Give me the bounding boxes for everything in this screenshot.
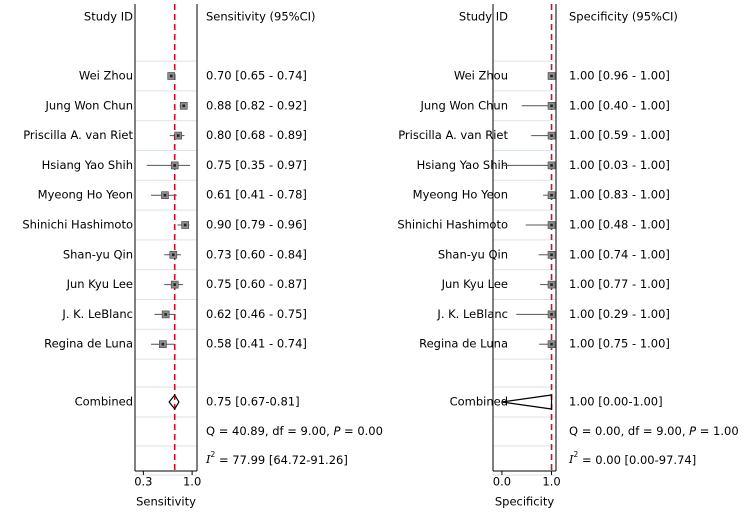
study-name: Hsiang Yao Shih [417, 158, 508, 172]
study-name: Jung Won Chun [420, 98, 509, 112]
study-estimate-center [550, 223, 553, 227]
study-estimate-center [550, 164, 553, 167]
study-id-header: Study ID [459, 10, 508, 24]
study-estimate-label: 0.90 [0.79 - 0.96] [206, 218, 307, 232]
study-name: Shan-yu Qin [438, 247, 508, 261]
study-estimate-center [550, 134, 553, 137]
study-estimate-label: 1.00 [0.03 - 1.00] [569, 158, 670, 172]
study-estimate-label: 1.00 [0.48 - 1.00] [569, 218, 670, 232]
study-name: J. K. LeBlanc [61, 307, 133, 321]
study-estimate-center [163, 193, 167, 197]
study-estimate-center [550, 74, 553, 78]
study-estimate-label: 1.00 [0.77 - 1.00] [569, 277, 670, 291]
forest-panel-specificity: Study ID Specificity (95%CI) Wei Zhou 1.00 … [397, 4, 739, 509]
study-estimate-label: 0.58 [0.41 - 0.74] [206, 337, 307, 351]
study-estimate-label: 0.88 [0.82 - 0.92] [206, 98, 307, 112]
estimate-header: Sensitivity (95%CI) [206, 10, 315, 24]
study-estimate-label: 0.61 [0.41 - 0.78] [206, 188, 307, 202]
heterogeneity-q-statistic: Q = 0.00, df = 9.00, P = 1.00 [569, 424, 739, 438]
combined-estimate-label: 0.75 [0.67-0.81] [206, 395, 300, 409]
study-estimate-label: 1.00 [0.96 - 1.00] [569, 69, 670, 83]
study-estimate-label: 1.00 [0.75 - 1.00] [569, 337, 670, 351]
study-name: Hsiang Yao Shih [42, 158, 133, 172]
study-estimate-center [550, 193, 553, 197]
x-tick-label: 0.0 [493, 475, 511, 489]
x-axis-label: Sensitivity [136, 495, 196, 509]
study-estimate-center [550, 253, 553, 257]
x-tick-label: 0.3 [134, 475, 152, 489]
study-name: Myeong Ho Yeon [413, 188, 508, 202]
study-estimate-label: 1.00 [0.29 - 1.00] [569, 307, 670, 321]
study-name: Wei Zhou [454, 69, 508, 83]
forest-panel-sensitivity: Study ID Sensitivity (95%CI) Wei Zhou 0.70 … [22, 4, 383, 509]
study-estimate-label: 1.00 [0.59 - 1.00] [569, 128, 670, 142]
study-estimate-label: 0.75 [0.60 - 0.87] [206, 277, 307, 291]
study-id-header: Study ID [84, 10, 133, 24]
study-estimate-label: 0.73 [0.60 - 0.84] [206, 247, 307, 261]
study-estimate-label: 1.00 [0.40 - 1.00] [569, 98, 670, 112]
study-name: Jun Kyu Lee [66, 277, 133, 291]
study-estimate-center [550, 313, 553, 316]
study-estimate-center [169, 74, 173, 78]
study-name: Shinichi Hashimoto [397, 218, 508, 232]
combined-diamond [168, 393, 180, 411]
heterogeneity-i2-statistic: I2 = 0.00 [0.00-97.74] [568, 450, 696, 467]
study-estimate-center [164, 313, 167, 316]
combined-label: Combined [75, 395, 133, 409]
study-name: J. K. LeBlanc [436, 307, 508, 321]
x-tick-label: 1.0 [542, 475, 560, 489]
combined-triangle [501, 394, 553, 410]
study-name: Wei Zhou [79, 69, 133, 83]
x-tick-label: 1.0 [183, 475, 201, 489]
study-estimate-center [176, 134, 180, 137]
study-name: Regina de Luna [419, 337, 508, 351]
study-estimate-label: 0.70 [0.65 - 0.74] [206, 69, 307, 83]
study-name: Myeong Ho Yeon [38, 188, 133, 202]
combined-label: Combined [450, 395, 508, 409]
study-estimate-center [172, 253, 175, 257]
study-estimate-label: 0.75 [0.35 - 0.97] [206, 158, 307, 172]
study-estimate-center [182, 104, 186, 108]
study-estimate-label: 1.00 [0.74 - 1.00] [569, 247, 670, 261]
study-estimate-center [550, 283, 553, 286]
study-name: Priscilla A. van Riet [398, 128, 508, 142]
study-estimate-center [173, 164, 177, 167]
study-estimate-label: 1.00 [0.83 - 1.00] [569, 188, 670, 202]
heterogeneity-i2-statistic: I2 = 77.99 [64.72-91.26] [205, 450, 348, 467]
study-name: Priscilla A. van Riet [23, 128, 133, 142]
study-name: Regina de Luna [44, 337, 133, 351]
study-estimate-center [173, 283, 177, 286]
estimate-header: Specificity (95%CI) [569, 10, 678, 24]
combined-estimate-label: 1.00 [0.00-1.00] [569, 395, 663, 409]
study-estimate-label: 0.80 [0.68 - 0.89] [206, 128, 307, 142]
study-estimate-center [183, 223, 187, 227]
study-estimate-center [550, 342, 553, 346]
x-axis-label: Specificity [495, 495, 554, 509]
study-estimate-label: 0.62 [0.46 - 0.75] [206, 307, 307, 321]
study-name: Shan-yu Qin [63, 247, 133, 261]
study-name: Jun Kyu Lee [441, 277, 508, 291]
study-name: Jung Won Chun [45, 98, 134, 112]
study-estimate-center [161, 342, 165, 346]
study-estimate-center [550, 104, 553, 108]
heterogeneity-q-statistic: Q = 40.89, df = 9.00, P = 0.00 [206, 424, 383, 438]
study-name: Shinichi Hashimoto [22, 218, 133, 232]
